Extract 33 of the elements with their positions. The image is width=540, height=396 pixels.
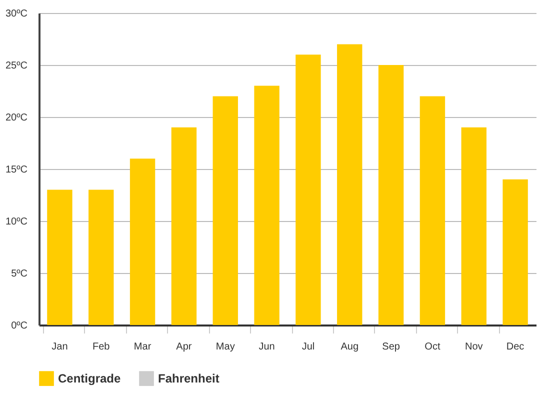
x-tick-label: Mar bbox=[134, 342, 152, 352]
y-tick-label: 0ºC bbox=[11, 320, 28, 332]
x-tick-label: Jan bbox=[52, 342, 68, 352]
x-tick-label: May bbox=[216, 342, 235, 352]
bar bbox=[130, 158, 156, 325]
y-tick-label: 15ºC bbox=[6, 164, 28, 176]
bar bbox=[337, 44, 362, 325]
y-tick-label: 5ºC bbox=[11, 268, 28, 280]
bar bbox=[378, 65, 404, 325]
x-tick-label: Nov bbox=[464, 342, 483, 352]
legend-label: Fahrenheit bbox=[158, 372, 220, 386]
x-tick-label: Feb bbox=[92, 342, 110, 352]
bar bbox=[88, 190, 114, 325]
bar bbox=[47, 190, 72, 325]
y-tick-label: 20ºC bbox=[6, 112, 28, 124]
bar bbox=[212, 96, 238, 325]
y-tick-label: 30ºC bbox=[6, 8, 28, 20]
bar bbox=[296, 54, 321, 325]
x-tick-label: Aug bbox=[340, 342, 359, 352]
x-tick-label: Jun bbox=[258, 342, 275, 352]
bar bbox=[254, 86, 280, 325]
x-tick-label: Dec bbox=[506, 342, 524, 352]
y-tick-label: 25ºC bbox=[6, 60, 28, 72]
y-tick-label: 10ºC bbox=[6, 216, 28, 228]
bar bbox=[461, 127, 486, 325]
x-tick-label: Jul bbox=[302, 342, 315, 352]
bar bbox=[502, 179, 528, 325]
bar bbox=[420, 96, 446, 325]
x-tick-label: Sep bbox=[382, 342, 400, 352]
x-tick-label: Apr bbox=[176, 342, 192, 352]
legend-label: Centigrade bbox=[58, 372, 122, 386]
x-tick-label: Oct bbox=[424, 342, 440, 352]
bar bbox=[171, 127, 197, 325]
